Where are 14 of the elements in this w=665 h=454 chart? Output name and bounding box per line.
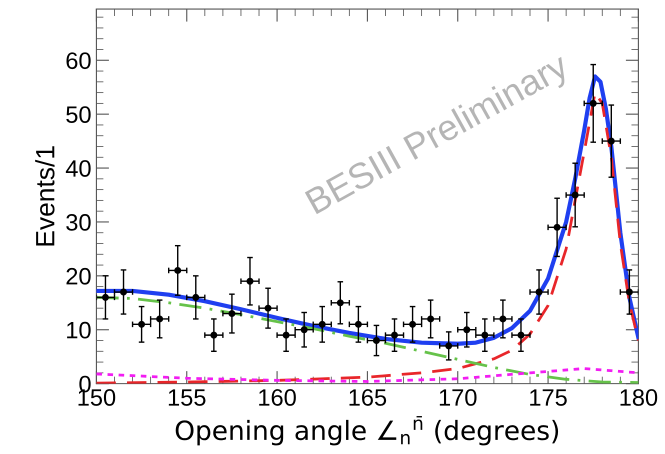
y-tick-label: 60 — [66, 52, 91, 70]
x-tick-label: 180 — [620, 389, 658, 406]
x-axis-title: Opening angle ∠$_{n}$$^{n̄}$ (degrees) — [176, 416, 558, 446]
y-tick-label: 20 — [66, 268, 91, 285]
x-tick-label: 160 — [259, 389, 296, 406]
x-tick-label: 175 — [530, 389, 567, 406]
y-tick-label: 30 — [66, 214, 91, 231]
x-tick-label: 170 — [440, 389, 477, 406]
x-tick-label: 165 — [350, 389, 386, 406]
y-axis-title: Events/1 — [35, 146, 55, 246]
y-tick-label: 10 — [67, 322, 91, 339]
y-tick-label: 40 — [66, 160, 91, 177]
x-tick-label: 155 — [168, 389, 206, 406]
y-tick-label: 50 — [66, 106, 91, 123]
